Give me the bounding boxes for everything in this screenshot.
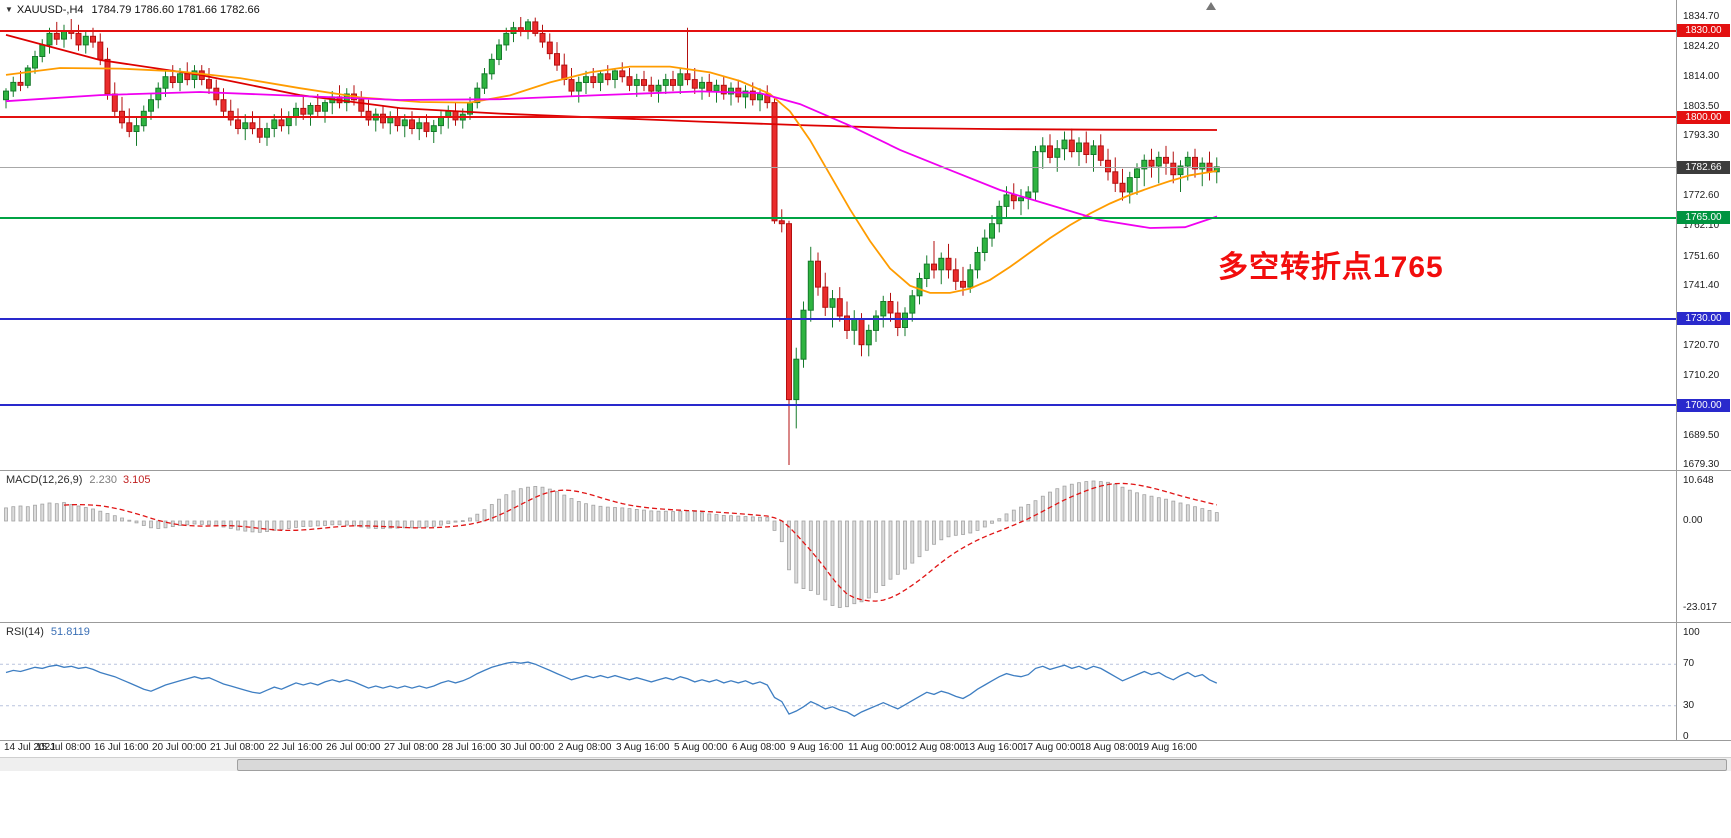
time-axis-label: 18 Aug 08:00	[1080, 742, 1139, 753]
y-axis-label: 1793.30	[1683, 130, 1720, 142]
time-axis-label: 20 Jul 00:00	[152, 742, 207, 753]
y-axis-label: 1741.40	[1683, 280, 1720, 291]
time-axis-label: 2 Aug 08:00	[558, 742, 612, 753]
y-axis-label: 1834.70	[1683, 11, 1720, 22]
rsi-value: 51.8119	[50, 626, 90, 638]
rsi-axis-label: 0	[1683, 731, 1689, 742]
horizontal-level-line[interactable]	[0, 317, 1676, 320]
rsi-indicator-label: RSI(14) 51.8119	[6, 626, 90, 638]
time-axis-label: 16 Jul 16:00	[94, 742, 149, 753]
rsi-axis-label: 70	[1683, 658, 1695, 670]
macd-axis-label: 0.00	[1683, 515, 1703, 526]
y-axis-label: 1762.10	[1683, 220, 1720, 232]
price-axis-border	[1676, 0, 1677, 740]
chart-annotation[interactable]: 多空转折点1765	[1218, 251, 1444, 284]
horizontal-level-line[interactable]	[0, 404, 1676, 407]
time-axis-label: 17 Aug 00:00	[1022, 742, 1081, 753]
macd-indicator-label: MACD(12,26,9) 2.230 3.105	[6, 474, 150, 486]
rsi-axis-label: 30	[1683, 699, 1695, 711]
time-axis-label: 15 Jul 08:00	[36, 742, 91, 753]
time-axis-label: 27 Jul 08:00	[384, 742, 439, 753]
price-badge: 1800.00	[1677, 110, 1730, 124]
time-axis-label: 30 Jul 00:00	[500, 742, 555, 753]
y-axis-label: 1814.00	[1683, 70, 1720, 82]
rsi-name: RSI(14)	[6, 626, 44, 638]
chart-title: ▼ XAUUSD-,H4 1784.79 1786.60 1781.66 1782.…	[5, 4, 260, 16]
y-axis-label: 1679.30	[1683, 459, 1720, 470]
time-axis-label: 14 Jul 2021	[4, 742, 56, 753]
time-axis-label: 6 Aug 08:00	[732, 742, 786, 753]
horizontal-scrollbar[interactable]	[0, 757, 1731, 771]
panel-separator[interactable]	[0, 622, 1731, 623]
macd-signal-line	[63, 482, 1217, 602]
rsi-line	[5, 661, 1218, 717]
symbol-period-label: XAUUSD-,H4	[16, 4, 84, 16]
time-axis-separator	[0, 740, 1731, 741]
scrollbar-thumb[interactable]	[237, 759, 1727, 771]
time-axis-label: 28 Jul 16:00	[442, 742, 497, 753]
y-axis-label: 1772.60	[1683, 190, 1720, 201]
price-badge: 1830.00	[1677, 24, 1730, 37]
price-badge: 1765.00	[1677, 211, 1730, 225]
time-axis-label: 21 Jul 08:00	[210, 742, 265, 753]
price-badge: 1730.00	[1677, 312, 1730, 326]
time-axis-label: 26 Jul 00:00	[326, 742, 381, 753]
symbol-marker-icon: ▼	[5, 5, 13, 14]
rsi-axis-label: 100	[1683, 627, 1700, 638]
time-axis-label: 3 Aug 16:00	[616, 742, 670, 753]
macd-axis-label: -23.017	[1683, 601, 1717, 613]
horizontal-level-line[interactable]	[0, 216, 1676, 219]
horizontal-level-line[interactable]	[0, 166, 1676, 168]
macd-name: MACD(12,26,9)	[6, 474, 83, 486]
time-axis-label: 11 Aug 00:00	[848, 742, 907, 753]
time-axis-label: 22 Jul 16:00	[268, 742, 323, 753]
y-axis-label: 1710.20	[1683, 369, 1720, 381]
price-badge: 1782.66	[1677, 160, 1730, 174]
chart-shift-marker-icon[interactable]	[1206, 2, 1216, 10]
horizontal-level-line[interactable]	[0, 29, 1676, 32]
price-chart-canvas[interactable]	[0, 0, 1676, 470]
macd-main-value: 2.230	[89, 474, 117, 486]
time-axis-label: 5 Aug 00:00	[674, 742, 728, 753]
y-axis-label: 1751.60	[1683, 250, 1720, 262]
macd-axis-label: 10.648	[1683, 475, 1714, 486]
time-axis-label: 19 Aug 16:00	[1138, 742, 1197, 753]
y-axis-label: 1803.50	[1683, 100, 1720, 112]
time-axis-label: 13 Aug 16:00	[964, 742, 1023, 753]
macd-signal-value: 3.105	[122, 474, 151, 486]
time-axis-label: 9 Aug 16:00	[790, 742, 844, 753]
macd-panel-canvas[interactable]	[0, 470, 1676, 622]
horizontal-level-line[interactable]	[0, 116, 1676, 118]
rsi-panel-canvas[interactable]	[0, 622, 1676, 740]
y-axis-label: 1824.20	[1683, 41, 1720, 53]
panel-separator[interactable]	[0, 470, 1731, 471]
y-axis-label: 1720.70	[1683, 339, 1720, 351]
time-axis-label: 12 Aug 08:00	[906, 742, 965, 753]
ma-fast-magenta	[5, 90, 1218, 229]
y-axis-label: 1689.50	[1683, 429, 1720, 441]
price-badge: 1700.00	[1677, 398, 1730, 412]
ohlc-readout: 1784.79 1786.60 1781.66 1782.66	[91, 4, 260, 16]
